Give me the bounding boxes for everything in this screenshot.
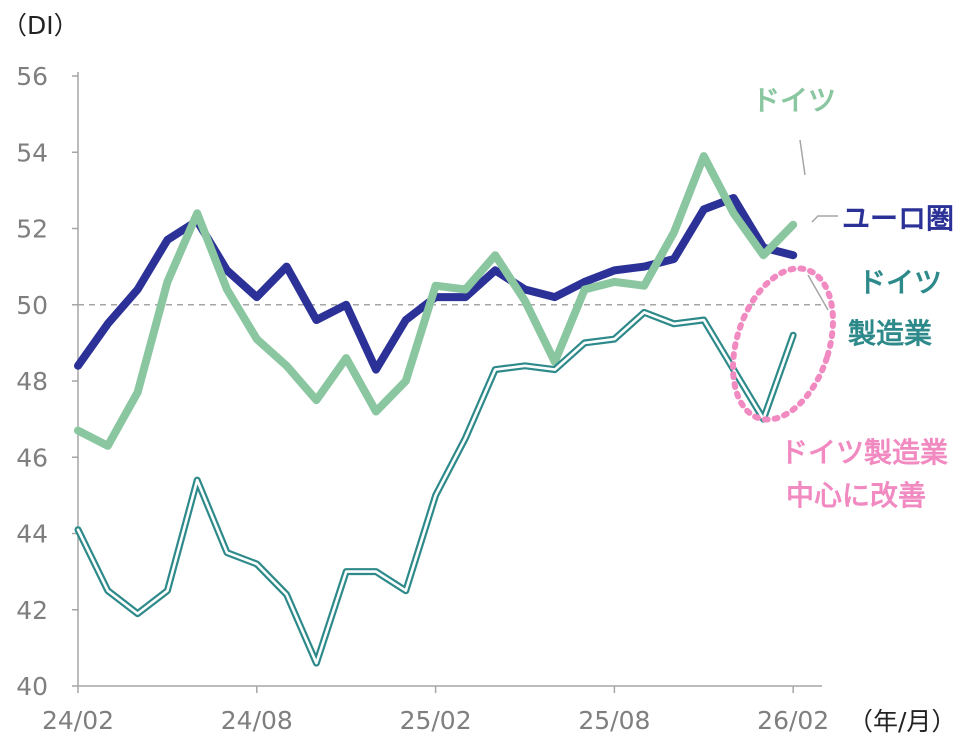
x-tick-label: 24/02 — [42, 706, 114, 735]
germany-mfg-label-leader — [807, 274, 829, 311]
y-tick-label: 52 — [16, 215, 48, 244]
y-tick-label: 56 — [16, 62, 48, 91]
y-tick-label: 50 — [16, 291, 48, 320]
y-tick-label: 54 — [16, 138, 48, 167]
series-label-germany-mfg-line2: 製造業 — [848, 317, 932, 350]
y-tick-label: 48 — [16, 367, 48, 396]
annotation-text-line2: 中心に改善 — [786, 479, 926, 512]
y-axis-ticks: 56 54 52 50 48 46 44 42 40 — [16, 62, 78, 701]
x-unit-label: （年/月） — [848, 707, 956, 736]
annotation-text-line1: ドイツ製造業 — [780, 436, 948, 469]
y-tick-label: 46 — [16, 443, 48, 472]
x-tick-label: 25/08 — [578, 706, 650, 735]
series-label-germany: ドイツ — [752, 84, 836, 117]
euro-label-leader — [811, 215, 838, 223]
series-line-germany-mfg — [74, 308, 797, 667]
x-tick-label: 25/02 — [400, 706, 472, 735]
series-layer — [74, 152, 798, 667]
y-tick-label: 42 — [16, 596, 48, 625]
annotation-ellipse — [730, 265, 836, 423]
x-axis-ticks: 24/02 24/08 25/02 25/08 26/02 — [42, 686, 829, 735]
x-tick-label: 24/08 — [221, 706, 293, 735]
y-unit-label: （DI） — [2, 11, 79, 40]
y-tick-label: 40 — [16, 672, 48, 701]
germany-label-leader — [799, 139, 806, 176]
series-line-germany — [74, 152, 798, 450]
y-tick-label: 44 — [16, 520, 48, 549]
series-label-euro: ユーロ圏 — [842, 202, 954, 235]
series-line-germany-mfg-inner — [76, 311, 795, 665]
x-tick-label: 26/02 — [757, 706, 829, 735]
series-label-germany-mfg-line1: ドイツ — [858, 266, 942, 299]
